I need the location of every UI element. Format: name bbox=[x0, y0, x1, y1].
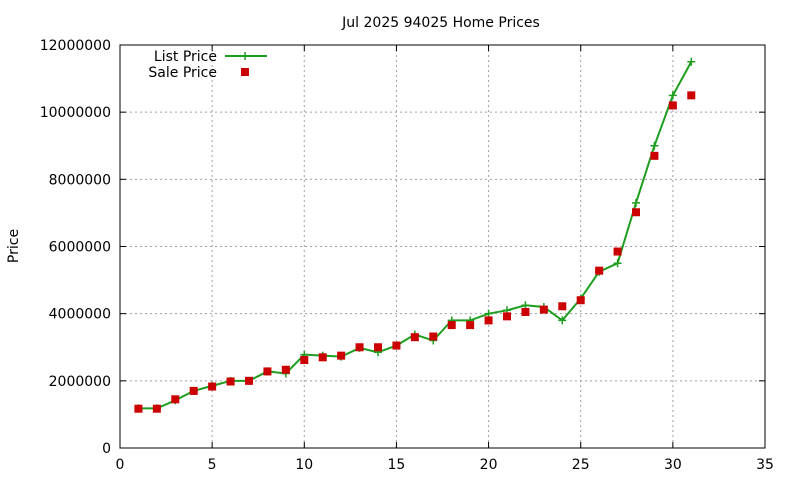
chart-title: Jul 2025 94025 Home Prices bbox=[341, 15, 540, 31]
y-tick-label: 12000000 bbox=[40, 38, 111, 54]
axis-ticks: 0 5 10 15 20 25 30 35 0 2000000 4000000 6000000 8000… bbox=[40, 38, 774, 473]
sale-price-point bbox=[392, 341, 401, 350]
legend-swatch-sale-price bbox=[241, 68, 249, 76]
list-price-point bbox=[613, 259, 622, 268]
sale-price-point bbox=[245, 376, 253, 385]
y-tick-label: 2000000 bbox=[49, 374, 111, 390]
sale-price-point bbox=[226, 377, 235, 386]
legend-label-list-price: List Price bbox=[154, 49, 217, 65]
y-tick-label: 0 bbox=[102, 441, 111, 457]
sale-price-point bbox=[447, 321, 456, 330]
series bbox=[134, 57, 696, 413]
x-tick-label: 35 bbox=[756, 457, 774, 473]
sale-price-point bbox=[152, 404, 161, 413]
x-tick-label: 0 bbox=[116, 457, 125, 473]
sale-price-point bbox=[484, 316, 493, 325]
list-price-point bbox=[687, 57, 696, 66]
y-tick-label: 6000000 bbox=[49, 240, 111, 256]
sale-price-point bbox=[189, 386, 198, 395]
sale-price-point bbox=[263, 367, 272, 376]
list-price-point bbox=[650, 141, 659, 150]
sale-price-point bbox=[300, 356, 309, 365]
sale-price-point bbox=[576, 296, 585, 305]
x-tick-label: 25 bbox=[572, 457, 590, 473]
list-price-line bbox=[138, 61, 693, 410]
x-tick-label: 30 bbox=[664, 457, 682, 473]
y-tick-label: 8000000 bbox=[49, 172, 111, 188]
x-tick-label: 20 bbox=[480, 457, 498, 473]
sale-price-point bbox=[595, 266, 604, 275]
sale-price-point bbox=[374, 343, 382, 352]
legend-label-sale-price: Sale Price bbox=[148, 65, 217, 81]
sale-price-point bbox=[318, 353, 327, 362]
sale-price-point bbox=[632, 208, 640, 217]
grid bbox=[120, 45, 765, 448]
sale-price-point bbox=[668, 101, 677, 110]
sale-price-point bbox=[558, 302, 567, 311]
list-price-point bbox=[558, 316, 567, 325]
sale-price-point bbox=[539, 305, 548, 314]
list-price-point bbox=[521, 301, 530, 310]
x-tick-label: 15 bbox=[388, 457, 406, 473]
sale-price-point bbox=[687, 91, 696, 100]
list-price-point bbox=[484, 309, 493, 318]
sale-price-point bbox=[521, 307, 530, 316]
sale-price-point bbox=[281, 365, 290, 374]
sale-price-point bbox=[650, 151, 659, 160]
sale-price-point bbox=[171, 395, 180, 404]
sale-price-point bbox=[134, 404, 143, 413]
y-tick-label: 4000000 bbox=[49, 307, 111, 323]
sale-price-point bbox=[466, 321, 475, 330]
y-axis-label: Price bbox=[6, 229, 22, 263]
list-price-point bbox=[632, 198, 640, 207]
sale-price-point bbox=[355, 343, 364, 352]
sale-price-point bbox=[208, 382, 217, 391]
x-tick-label: 10 bbox=[295, 457, 313, 473]
sale-price-point bbox=[337, 351, 346, 360]
sale-price-point bbox=[503, 312, 511, 321]
sale-price-point bbox=[429, 332, 438, 341]
sale-price-point bbox=[410, 333, 419, 342]
x-tick-label: 5 bbox=[208, 457, 217, 473]
list-price-point bbox=[668, 91, 677, 100]
y-tick-label: 10000000 bbox=[40, 105, 111, 121]
legend-marker-list-price bbox=[241, 52, 249, 60]
sale-price-point bbox=[613, 247, 622, 256]
